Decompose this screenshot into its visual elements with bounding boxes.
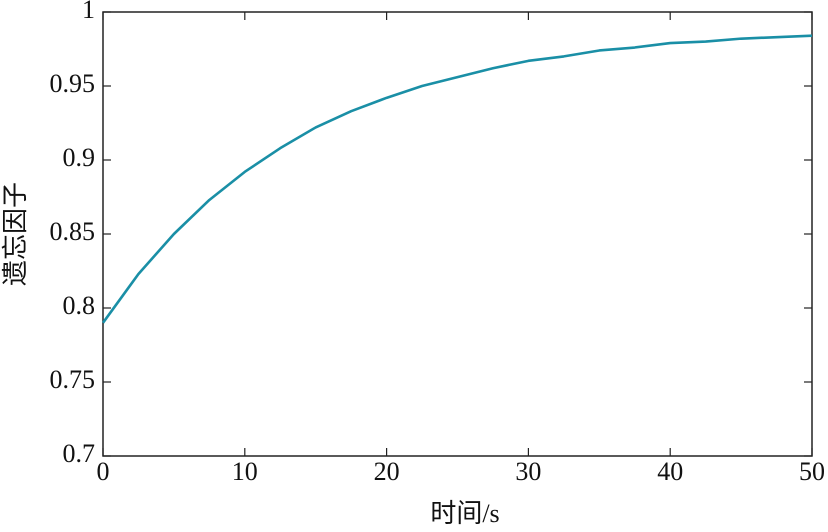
y-tick-label: 0.7 — [63, 439, 96, 468]
y-tick-label: 0.8 — [63, 291, 96, 320]
x-tick-label: 0 — [97, 457, 110, 486]
y-tick-label: 0.9 — [63, 143, 96, 172]
x-axis-label: 时间/s — [430, 499, 499, 528]
y-tick-label: 0.85 — [50, 217, 96, 246]
x-tick-label: 40 — [657, 457, 683, 486]
x-tick-label: 50 — [799, 457, 825, 486]
plot-frame — [102, 11, 813, 457]
y-tick-label: 1 — [82, 0, 95, 24]
y-tick-label: 0.75 — [50, 365, 96, 394]
x-tick-label: 10 — [232, 457, 258, 486]
y-tick-label: 0.95 — [50, 69, 96, 98]
y-axis-label: 遗忘因子 — [1, 182, 30, 286]
x-tick-label: 20 — [374, 457, 400, 486]
x-tick-label: 30 — [515, 457, 541, 486]
data-line — [101, 34, 813, 324]
